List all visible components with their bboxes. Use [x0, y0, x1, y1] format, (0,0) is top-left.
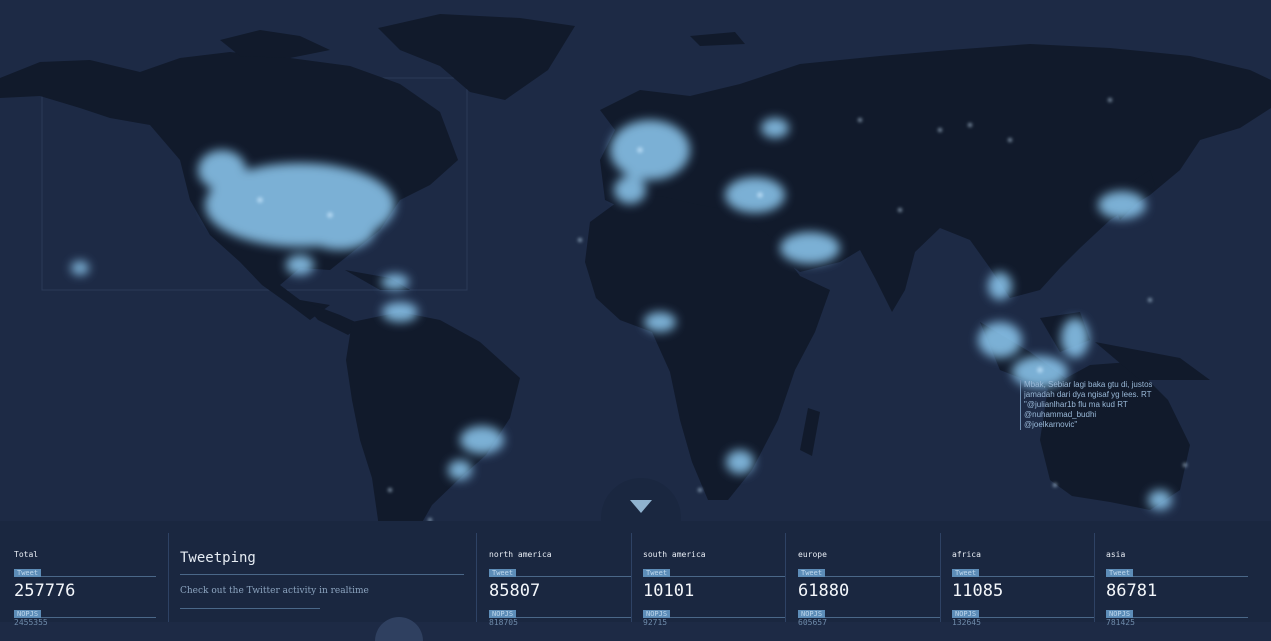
tweet-tooltip: Mbak, Sebiar lagi baka gtu di, justos ja… — [1020, 380, 1152, 430]
divider — [952, 576, 1094, 577]
tweet-badge: Tweet — [798, 569, 826, 577]
activity-glow — [71, 118, 1172, 510]
stat-europe: europe Tweet 61880 NOPJS 605657 — [798, 550, 940, 628]
divider — [1106, 576, 1248, 577]
stat-south-america: south america Tweet 10101 NOPJS 92715 — [643, 550, 785, 628]
stat-north-america: north america Tweet 85807 NOPJS 818705 — [489, 550, 631, 628]
tooltip-line: jamadah dari dya ngisaf yg lees. RT — [1024, 390, 1152, 399]
divider — [14, 617, 156, 618]
stat-total: Total Tweet 257776 NOPJS 2455355 — [14, 550, 156, 628]
secondary-badge: NOPJS — [14, 610, 42, 618]
column-separator — [940, 533, 941, 622]
divider — [798, 617, 940, 618]
stat-label: south america — [643, 550, 706, 559]
column-separator — [168, 533, 169, 622]
column-separator — [1094, 533, 1095, 622]
land-south-america — [346, 312, 520, 575]
divider — [180, 608, 320, 609]
column-separator — [631, 533, 632, 622]
secondary-count: 818705 — [489, 618, 518, 627]
divider — [489, 576, 631, 577]
column-separator — [785, 533, 786, 622]
secondary-badge: NOPJS — [798, 610, 826, 618]
land-greenland — [378, 14, 575, 100]
divider — [14, 576, 156, 577]
land-australia — [1040, 362, 1190, 510]
tweet-badge: Tweet — [489, 569, 517, 577]
stat-label: Total — [14, 550, 39, 559]
tooltip-line: Mbak, Sebiar lagi baka gtu di, justos — [1024, 380, 1152, 389]
secondary-badge: NOPJS — [952, 610, 980, 618]
secondary-badge: NOPJS — [489, 610, 517, 618]
divider — [1106, 617, 1248, 618]
tweet-badge: Tweet — [643, 569, 671, 577]
column-separator — [476, 533, 477, 622]
tweet-count: 10101 — [643, 581, 695, 601]
tweet-count: 86781 — [1106, 581, 1158, 601]
stats-panel: Total Tweet 257776 NOPJS 2455355 Tweetpi… — [0, 521, 1271, 641]
tweet-count: 85807 — [489, 581, 541, 601]
divider — [643, 617, 785, 618]
divider — [952, 617, 1094, 618]
land-africa — [585, 196, 830, 500]
divider — [643, 576, 785, 577]
divider — [798, 576, 940, 577]
world-activity-map — [0, 14, 1271, 575]
stat-label: europe — [798, 550, 827, 559]
tooltip-line: @nuhammad_budhi — [1024, 410, 1097, 419]
secondary-count: 781425 — [1106, 618, 1135, 627]
tweet-badge: Tweet — [14, 569, 42, 577]
triangle-down-icon — [630, 500, 652, 513]
secondary-badge: NOPJS — [1106, 610, 1134, 618]
app-description: Check out the Twitter activity in realti… — [180, 586, 369, 596]
tweet-count: 61880 — [798, 581, 850, 601]
app-title: Tweetping — [180, 550, 256, 566]
tweet-badge: Tweet — [952, 569, 980, 577]
scroll-handle[interactable] — [375, 617, 423, 641]
tweet-badge: Tweet — [1106, 569, 1134, 577]
tooltip-line: @joelkarnovic" — [1024, 420, 1078, 429]
secondary-count: 605657 — [798, 618, 827, 627]
divider — [489, 617, 631, 618]
stat-label: africa — [952, 550, 981, 559]
secondary-count: 132645 — [952, 618, 981, 627]
divider — [180, 574, 464, 575]
tooltip-line: "@julianlhar1b flu ma kud RT — [1024, 400, 1128, 409]
stat-label: north america — [489, 550, 552, 559]
stat-label: asia — [1106, 550, 1126, 559]
tweet-count: 257776 — [14, 581, 76, 601]
stat-africa: africa Tweet 11085 NOPJS 132645 — [952, 550, 1094, 628]
secondary-count: 2455355 — [14, 618, 48, 627]
secondary-badge: NOPJS — [643, 610, 671, 618]
secondary-count: 92715 — [643, 618, 668, 627]
stat-asia: asia Tweet 86781 NOPJS 781425 — [1106, 550, 1248, 628]
brand-block: Tweetping Check out the Twitter activity… — [180, 549, 464, 609]
tweet-count: 11085 — [952, 581, 1004, 601]
